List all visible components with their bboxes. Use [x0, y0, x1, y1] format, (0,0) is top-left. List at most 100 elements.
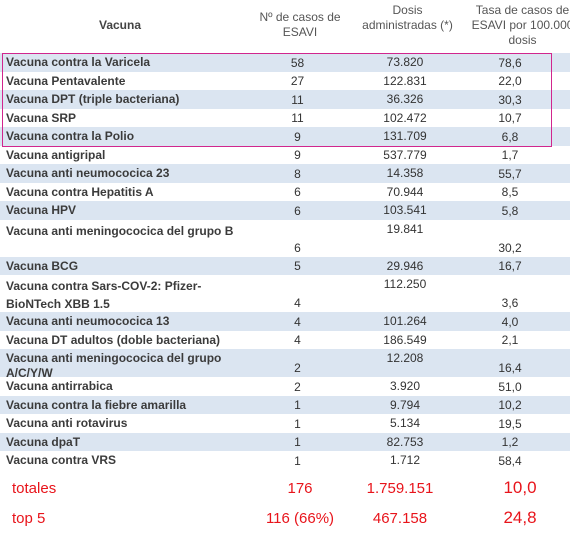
vaccine-name: Vacuna anti neumococica 13	[6, 314, 170, 328]
row-background	[0, 395, 570, 414]
cases: 6	[294, 185, 301, 199]
rate: 58,4	[498, 453, 522, 468]
doses: 102.472	[383, 110, 427, 125]
cases: 8	[294, 166, 301, 181]
total-label: top 5	[12, 510, 46, 527]
doses: 103.541	[383, 203, 427, 217]
rate: 51,0	[498, 379, 522, 394]
rate: 19,5	[498, 416, 522, 431]
rate: 30,2	[498, 240, 522, 255]
cases: 6	[294, 203, 301, 218]
total-doses: 1.759.151	[366, 480, 434, 497]
cases: 1	[294, 398, 301, 412]
rate: 22,0	[498, 74, 522, 88]
total-rate: 24,8	[503, 508, 537, 527]
vaccine-name: Vacuna dpaT	[6, 434, 81, 449]
doses: 112.250	[383, 277, 427, 291]
vaccine-name: Vacuna contra VRS	[6, 453, 117, 467]
row-background	[0, 312, 570, 331]
vaccine-name: Vacuna BCG	[6, 258, 79, 273]
cases: 9	[294, 148, 301, 162]
rate: 5,8	[501, 203, 519, 218]
rate: 30,3	[498, 92, 522, 107]
vaccine-name: Vacuna contra Sars-COV-2: Pfizer-BioNTec…	[6, 279, 202, 311]
rate: 1,2	[501, 435, 519, 449]
cases: 11	[291, 111, 304, 125]
total-doses: 467.158	[372, 510, 428, 527]
doses: 1.712	[389, 453, 421, 467]
vaccine-name: Vacuna HPV	[6, 203, 77, 217]
doses: 82.753	[386, 434, 424, 449]
total-rate: 10,0	[503, 478, 537, 497]
doses: 14.358	[386, 166, 424, 180]
doses: 73.820	[386, 55, 424, 69]
row-background	[0, 53, 570, 72]
vaccine-name: Vacuna contra la Varicela	[6, 55, 151, 69]
header-rate: Tasa de casos de ESAVI por 100.000 dosis	[471, 3, 570, 47]
rate: 3,6	[501, 296, 519, 310]
cases: 1	[294, 416, 301, 431]
doses: 101.264	[383, 314, 427, 328]
doses: 186.549	[383, 332, 427, 347]
cases: 9	[294, 129, 301, 144]
total-cases: 116 (66%)	[265, 510, 335, 527]
row-background	[0, 127, 570, 146]
top5-highlight	[2, 53, 552, 147]
doses: 5.134	[389, 416, 421, 430]
rate: 6,8	[501, 129, 519, 144]
vaccine-name: Vacuna anti rotavirus	[6, 416, 128, 430]
total-label: totales	[12, 480, 57, 497]
vaccine-name: Vacuna DPT (triple bacteriana)	[6, 92, 180, 106]
vaccine-name: Vacuna anti neumococica 23	[6, 166, 170, 180]
cases: 4	[294, 296, 301, 310]
cases: 6	[294, 240, 301, 255]
cases: 4	[294, 333, 301, 347]
cases: 11	[291, 92, 304, 107]
header-doses: Dosis administradas (*)	[362, 3, 453, 32]
cases: 5	[294, 259, 301, 273]
rate: 55,7	[498, 166, 522, 181]
doses: 131.709	[383, 129, 427, 143]
rate: 16,7	[498, 259, 522, 273]
rate: 4,0	[501, 314, 519, 329]
doses: 537.779	[383, 147, 427, 162]
doses: 3.920	[389, 379, 421, 393]
doses: 12.208	[386, 351, 424, 365]
doses: 36.326	[386, 92, 424, 106]
cases: 27	[290, 74, 305, 88]
doses: 70.944	[386, 184, 424, 199]
total-cases: 176	[287, 480, 313, 497]
cases: 4	[294, 314, 301, 329]
doses: 29.946	[386, 258, 424, 273]
vaccine-name: Vacuna SRP	[6, 110, 77, 125]
vaccine-name: Vacuna anti meningococica del grupo B	[6, 223, 234, 238]
header-cases: Nº de casos de ESAVI	[259, 10, 341, 39]
vaccine-name: Vacuna Pentavalente	[6, 73, 126, 88]
vaccine-name: Vacuna contra la fiebre amarilla	[6, 397, 187, 412]
rate: 2,1	[501, 333, 519, 347]
row-background	[0, 432, 570, 451]
cases: 1	[294, 453, 301, 468]
rate: 78,6	[498, 55, 522, 70]
rate: 16,4	[498, 361, 522, 375]
cases: 1	[294, 435, 301, 449]
cases: 2	[294, 379, 301, 394]
vaccine-name: Vacuna antigripal	[6, 147, 106, 162]
rate: 10,7	[498, 111, 522, 125]
doses: 122.831	[383, 73, 427, 88]
row-background	[0, 349, 570, 377]
row-background	[0, 164, 570, 183]
cases: 2	[294, 361, 301, 375]
row-background	[0, 201, 570, 220]
vaccine-name: Vacuna antirrabica	[6, 379, 113, 393]
rate: 10,2	[498, 398, 522, 412]
doses: 19.841	[386, 221, 424, 236]
header-vaccine: Vacuna	[98, 18, 142, 32]
doses: 9.794	[389, 397, 421, 412]
rate: 1,7	[501, 148, 519, 162]
vaccine-name: Vacuna contra Hepatitis A	[6, 184, 154, 199]
cases: 58	[290, 55, 305, 70]
row-background	[0, 90, 570, 109]
vaccine-name: Vacuna contra la Polio	[6, 129, 135, 143]
